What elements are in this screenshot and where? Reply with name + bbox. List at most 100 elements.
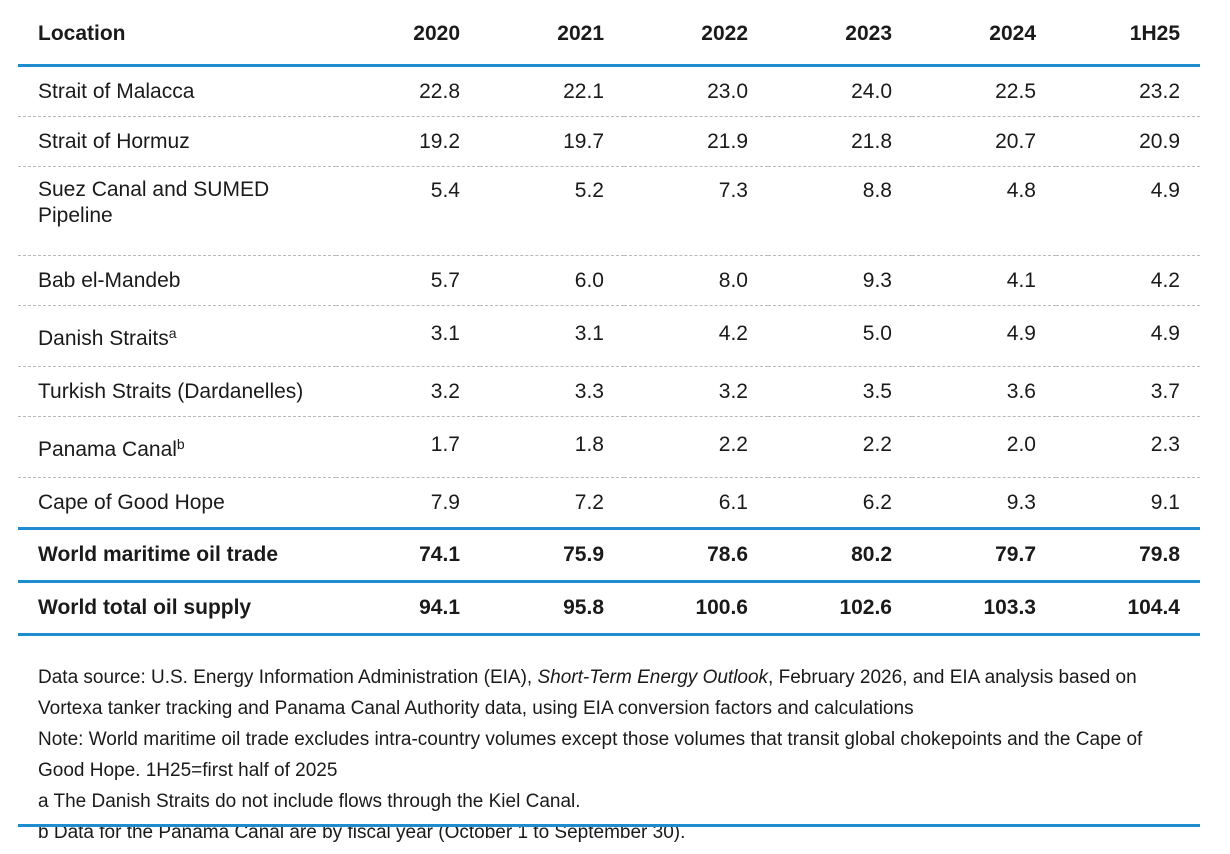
location-label: Turkish Straits (Dardanelles) xyxy=(38,379,304,403)
source-prefix: Data source: U.S. Energy Information Adm… xyxy=(38,667,538,688)
notes: Data source: U.S. Energy Information Adm… xyxy=(18,662,1200,848)
value-cell: 104.4 xyxy=(1056,581,1200,636)
value-cell: 23.0 xyxy=(624,65,768,117)
value-cell: 22.1 xyxy=(480,65,624,117)
value-cell: 8.8 xyxy=(768,166,912,256)
value-cell: 2.2 xyxy=(768,416,912,478)
table-body: Strait of Malacca 22.8 22.1 23.0 24.0 22.5 23.… xyxy=(18,65,1200,636)
table-container: Location 2020 2021 2022 2023 2024 1H25 S… xyxy=(18,0,1200,848)
location-cell: Bab el-Mandeb xyxy=(18,255,336,306)
table-row: Panama Canalb 1.7 1.8 2.2 2.2 2.0 2.3 xyxy=(18,416,1200,478)
value-cell: 20.9 xyxy=(1056,116,1200,167)
total-row: World total oil supply 94.1 95.8 100.6 102.6… xyxy=(18,581,1200,636)
location-label: Panama Canal xyxy=(38,438,177,461)
value-cell: 5.4 xyxy=(336,166,480,256)
location-cell: World maritime oil trade xyxy=(18,528,336,583)
value-cell: 3.2 xyxy=(336,366,480,417)
footnote-b: b Data for the Panama Canal are by fisca… xyxy=(38,822,686,843)
value-cell: 79.8 xyxy=(1056,528,1200,583)
value-cell: 3.6 xyxy=(912,366,1056,417)
value-cell: 3.2 xyxy=(624,366,768,417)
value-cell: 6.0 xyxy=(480,255,624,306)
value-cell: 2.0 xyxy=(912,416,1056,478)
value-cell: 2.3 xyxy=(1056,416,1200,478)
source-title: Short-Term Energy Outlook xyxy=(537,667,769,688)
column-header: 2022 xyxy=(624,0,768,67)
value-cell: 78.6 xyxy=(624,528,768,583)
location-cell: Turkish Straits (Dardanelles) xyxy=(18,366,336,417)
value-cell: 7.2 xyxy=(480,477,624,530)
footnote-a: a The Danish Straits do not include flow… xyxy=(38,791,581,812)
column-header: 1H25 xyxy=(1056,0,1200,67)
value-cell: 103.3 xyxy=(912,581,1056,636)
value-cell: 1.8 xyxy=(480,416,624,478)
bottom-rule xyxy=(18,824,1200,827)
value-cell: 4.9 xyxy=(1056,305,1200,367)
value-cell: 8.0 xyxy=(624,255,768,306)
value-cell: 21.9 xyxy=(624,116,768,167)
location-label: Bab el-Mandeb xyxy=(38,268,181,292)
location-cell: Cape of Good Hope xyxy=(18,477,336,530)
value-cell: 9.1 xyxy=(1056,477,1200,530)
value-cell: 3.1 xyxy=(480,305,624,367)
value-cell: 9.3 xyxy=(768,255,912,306)
value-cell: 1.7 xyxy=(336,416,480,478)
source-suffix: , February 2026, and EIA analysis based … xyxy=(38,667,1137,719)
value-cell: 2.2 xyxy=(624,416,768,478)
value-cell: 20.7 xyxy=(912,116,1056,167)
total-row: World maritime oil trade 74.1 75.9 78.6 80.2… xyxy=(18,528,1200,583)
value-cell: 79.7 xyxy=(912,528,1056,583)
location-cell: World total oil supply xyxy=(18,581,336,636)
value-cell: 24.0 xyxy=(768,65,912,117)
column-header: 2021 xyxy=(480,0,624,67)
table-row: Strait of Malacca 22.8 22.1 23.0 24.0 22.5 23.… xyxy=(18,65,1200,117)
value-cell: 3.3 xyxy=(480,366,624,417)
value-cell: 3.1 xyxy=(336,305,480,367)
table-row: Turkish Straits (Dardanelles) 3.2 3.3 3.2 3.… xyxy=(18,366,1200,417)
value-cell: 6.1 xyxy=(624,477,768,530)
value-cell: 22.8 xyxy=(336,65,480,117)
value-cell: 4.9 xyxy=(1056,166,1200,256)
location-label: Strait of Malacca xyxy=(38,79,195,103)
location-label: Suez Canal and SUMED Pipeline xyxy=(38,178,270,227)
table-row: Bab el-Mandeb 5.7 6.0 8.0 9.3 4.1 4.2 xyxy=(18,255,1200,306)
location-cell: Danish Straitsa xyxy=(18,305,336,367)
oil-transit-table: Location 2020 2021 2022 2023 2024 1H25 S… xyxy=(18,0,1200,636)
column-header: 2023 xyxy=(768,0,912,67)
value-cell: 4.8 xyxy=(912,166,1056,256)
value-cell: 7.9 xyxy=(336,477,480,530)
value-cell: 102.6 xyxy=(768,581,912,636)
value-cell: 7.3 xyxy=(624,166,768,256)
value-cell: 95.8 xyxy=(480,581,624,636)
value-cell: 5.7 xyxy=(336,255,480,306)
column-header: 2024 xyxy=(912,0,1056,67)
table-row: Suez Canal and SUMED Pipeline 5.4 5.2 7.3 8.… xyxy=(18,166,1200,256)
value-cell: 3.5 xyxy=(768,366,912,417)
value-cell: 80.2 xyxy=(768,528,912,583)
column-header: 2020 xyxy=(336,0,480,67)
table-row: Strait of Hormuz 19.2 19.7 21.9 21.8 20.7 20.9 xyxy=(18,116,1200,167)
value-cell: 23.2 xyxy=(1056,65,1200,117)
value-cell: 22.5 xyxy=(912,65,1056,117)
value-cell: 6.2 xyxy=(768,477,912,530)
location-label: Cape of Good Hope xyxy=(38,490,225,514)
value-cell: 5.0 xyxy=(768,305,912,367)
value-cell: 4.2 xyxy=(624,305,768,367)
footnote-marker: b xyxy=(176,436,185,452)
location-cell: Suez Canal and SUMED Pipeline xyxy=(18,166,336,256)
value-cell: 74.1 xyxy=(336,528,480,583)
location-cell: Panama Canalb xyxy=(18,416,336,478)
location-cell: Strait of Hormuz xyxy=(18,116,336,167)
table-row: Cape of Good Hope 7.9 7.2 6.1 6.2 9.3 9.1 xyxy=(18,477,1200,530)
value-cell: 9.3 xyxy=(912,477,1056,530)
value-cell: 4.2 xyxy=(1056,255,1200,306)
value-cell: 3.7 xyxy=(1056,366,1200,417)
value-cell: 4.1 xyxy=(912,255,1056,306)
value-cell: 100.6 xyxy=(624,581,768,636)
value-cell: 19.2 xyxy=(336,116,480,167)
location-cell: Strait of Malacca xyxy=(18,65,336,117)
location-label: Strait of Hormuz xyxy=(38,129,190,153)
value-cell: 4.9 xyxy=(912,305,1056,367)
table-row: Danish Straitsa 3.1 3.1 4.2 5.0 4.9 4.9 xyxy=(18,305,1200,367)
note: Note: World maritime oil trade excludes … xyxy=(38,729,1143,781)
